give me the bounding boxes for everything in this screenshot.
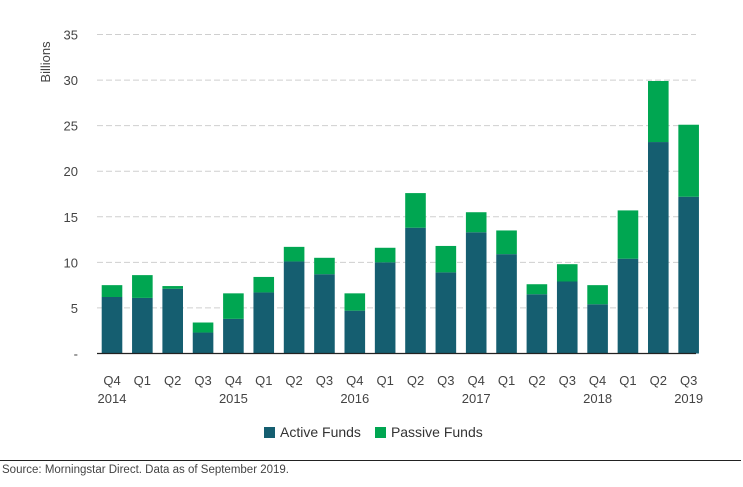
bar-active-funds (435, 272, 457, 354)
y-tick-label: 30 (64, 73, 78, 88)
bar-passive-funds (435, 245, 457, 273)
y-tick-label: 5 (71, 301, 78, 316)
bar-active-funds (162, 288, 183, 354)
x-tick-quarter: Q4 (346, 373, 363, 388)
x-tick-quarter: Q2 (528, 373, 545, 388)
x-tick-quarter: Q3 (559, 373, 576, 388)
legend-item-active-funds: Active Funds (264, 424, 361, 440)
legend: Active Funds Passive Funds (264, 424, 483, 440)
bar-passive-funds (587, 285, 608, 305)
bar-passive-funds (253, 276, 275, 293)
y-axis-label: Billions (38, 41, 53, 83)
bar-passive-funds (617, 210, 639, 259)
x-tick-quarter: Q3 (316, 373, 333, 388)
legend-label-passive: Passive Funds (390, 424, 483, 440)
bar-active-funds (344, 310, 366, 354)
bars (101, 80, 699, 354)
bar-passive-funds (648, 80, 669, 143)
bar-passive-funds (465, 212, 487, 233)
bar-active-funds (617, 258, 639, 354)
bar-passive-funds (496, 230, 517, 255)
bar-active-funds (526, 294, 548, 354)
x-tick-year: 2017 (462, 391, 491, 406)
bar-passive-funds (344, 293, 366, 311)
bar-passive-funds (192, 322, 214, 333)
bar-active-funds (101, 296, 123, 354)
y-axis-ticks: - 5 10 15 20 25 30 35 (64, 28, 78, 362)
x-tick-year: 2016 (340, 391, 369, 406)
source-note: Source: Morningstar Direct. Data as of S… (2, 464, 290, 476)
bar-passive-funds (162, 286, 183, 289)
bar-active-funds (405, 227, 426, 354)
x-tick-quarter: Q2 (650, 373, 667, 388)
bar-passive-funds (132, 275, 153, 298)
bar-active-funds (678, 196, 699, 354)
stacked-bar-chart: - 5 10 15 20 25 30 35 Billions Q4 2014 Q1 Q2 Q3 Q4 20… (38, 28, 704, 407)
gridlines (97, 34, 696, 309)
bar-passive-funds (556, 264, 578, 282)
x-tick-year: 2015 (219, 391, 248, 406)
legend-item-passive-funds: Passive Funds (374, 424, 483, 440)
bar-active-funds (253, 292, 275, 354)
bar-passive-funds (101, 285, 123, 297)
bar-active-funds (192, 332, 214, 354)
x-tick-quarter: Q1 (376, 373, 393, 388)
y-tick-label: 25 (64, 119, 78, 134)
x-tick-quarter: Q4 (103, 373, 120, 388)
bar-active-funds (314, 274, 335, 354)
bar-passive-funds (678, 124, 699, 197)
bar-passive-funds (283, 246, 305, 262)
bar-active-funds (223, 318, 244, 354)
bar-active-funds (587, 304, 608, 354)
y-tick-label: 35 (64, 28, 78, 43)
bar-active-funds (496, 254, 517, 354)
bar-active-funds (374, 262, 396, 354)
x-tick-quarter: Q4 (468, 373, 485, 388)
x-tick-year: 2014 (98, 391, 127, 406)
bar-passive-funds (405, 193, 426, 228)
x-tick-quarter: Q1 (134, 373, 151, 388)
x-tick-year: 2018 (583, 391, 612, 406)
x-tick-quarter: Q1 (255, 373, 272, 388)
bar-passive-funds (223, 293, 244, 319)
x-tick-quarter: Q3 (680, 373, 697, 388)
bar-passive-funds (374, 247, 396, 263)
x-tick-quarter: Q1 (498, 373, 515, 388)
y-tick-label: 20 (64, 164, 78, 179)
bar-active-funds (465, 232, 487, 354)
x-tick-quarter: Q1 (619, 373, 636, 388)
legend-swatch-passive (374, 426, 386, 438)
x-tick-quarter: Q3 (437, 373, 454, 388)
bar-active-funds (132, 297, 153, 354)
y-tick-label: 15 (64, 210, 78, 225)
x-tick-quarter: Q4 (589, 373, 606, 388)
bar-passive-funds (526, 284, 548, 295)
bar-active-funds (648, 142, 669, 354)
bar-active-funds (556, 281, 578, 354)
x-tick-quarter: Q2 (407, 373, 424, 388)
x-axis-ticks: Q4 2014 Q1 Q2 Q3 Q4 2015 Q1 Q2 Q3 Q4 2016 Q1 Q2 Q3 Q4 20… (98, 373, 704, 406)
x-tick-quarter: Q2 (285, 373, 302, 388)
y-tick-label: - (74, 347, 78, 362)
bar-active-funds (283, 261, 305, 354)
x-tick-quarter: Q3 (194, 373, 211, 388)
x-tick-year: 2019 (674, 391, 703, 406)
legend-label-active: Active Funds (280, 424, 361, 440)
footer-divider (0, 460, 741, 461)
x-tick-quarter: Q4 (225, 373, 242, 388)
x-tick-quarter: Q2 (164, 373, 181, 388)
y-tick-label: 10 (64, 255, 78, 270)
bar-passive-funds (314, 257, 335, 275)
legend-swatch-active (264, 426, 275, 438)
